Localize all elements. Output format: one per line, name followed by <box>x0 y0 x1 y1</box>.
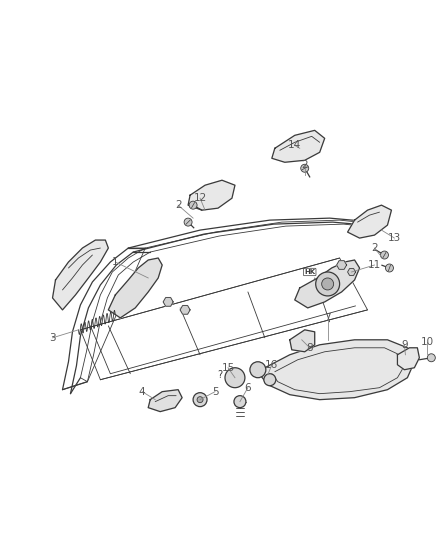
Polygon shape <box>337 261 346 269</box>
Polygon shape <box>188 180 235 210</box>
Polygon shape <box>295 260 360 308</box>
Circle shape <box>321 278 334 290</box>
Polygon shape <box>180 305 190 314</box>
Circle shape <box>184 218 192 226</box>
Text: 2: 2 <box>371 243 378 253</box>
Circle shape <box>197 397 203 402</box>
Text: 2: 2 <box>175 200 181 210</box>
Circle shape <box>234 395 246 408</box>
Circle shape <box>316 272 339 296</box>
Text: 14: 14 <box>288 140 301 150</box>
Circle shape <box>250 362 266 378</box>
Text: 3: 3 <box>49 333 56 343</box>
Text: ?: ? <box>217 370 223 379</box>
Circle shape <box>264 374 276 386</box>
Text: 6: 6 <box>244 383 251 393</box>
Text: 9: 9 <box>401 340 408 350</box>
Polygon shape <box>348 205 392 238</box>
Circle shape <box>385 264 393 272</box>
Text: 2: 2 <box>301 160 308 170</box>
Polygon shape <box>163 297 173 306</box>
Circle shape <box>193 393 207 407</box>
Polygon shape <box>108 258 162 318</box>
Text: 12: 12 <box>194 193 207 203</box>
Polygon shape <box>290 330 314 352</box>
Text: 4: 4 <box>139 386 145 397</box>
Circle shape <box>381 251 389 259</box>
Polygon shape <box>148 390 182 411</box>
Text: 1: 1 <box>112 257 119 267</box>
Circle shape <box>189 201 197 209</box>
Polygon shape <box>397 348 419 370</box>
Text: HK: HK <box>304 269 315 275</box>
Text: 15: 15 <box>221 363 235 373</box>
Text: 7: 7 <box>325 313 331 323</box>
Circle shape <box>301 164 309 172</box>
Circle shape <box>427 354 435 362</box>
Text: 11: 11 <box>368 260 381 270</box>
Text: 16: 16 <box>265 360 279 370</box>
Polygon shape <box>53 240 108 310</box>
Polygon shape <box>272 131 325 162</box>
Polygon shape <box>260 340 414 400</box>
Polygon shape <box>348 269 356 276</box>
Circle shape <box>225 368 245 387</box>
Text: 10: 10 <box>421 337 434 347</box>
Text: 5: 5 <box>212 386 218 397</box>
Text: 13: 13 <box>388 233 401 243</box>
Text: 8: 8 <box>307 343 313 353</box>
